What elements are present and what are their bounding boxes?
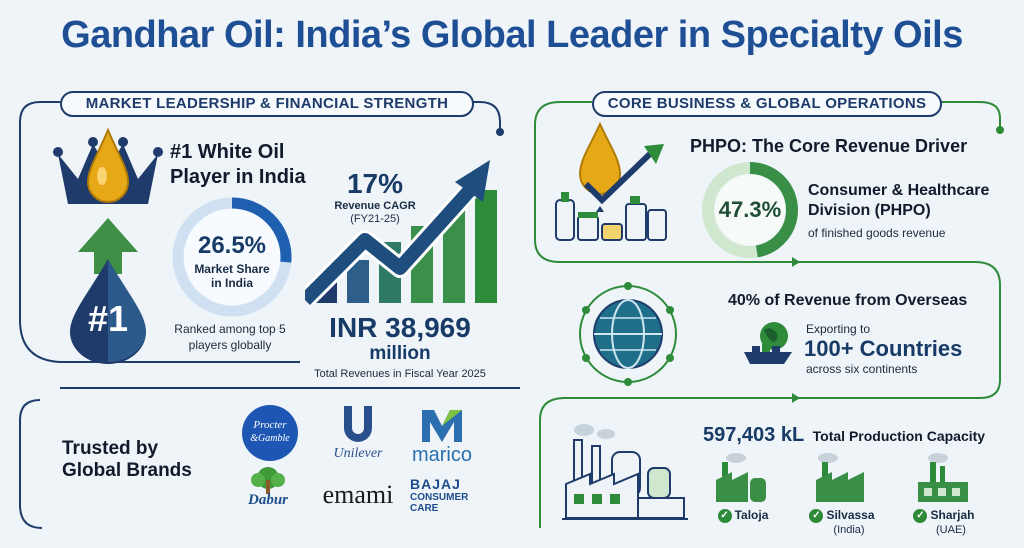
globe-network-icon (579, 282, 677, 386)
cagr-label: Revenue CAGR (334, 200, 416, 212)
revenue-unit: million (369, 343, 431, 364)
phpo-title: PHPO: The Core Revenue Driver (690, 136, 968, 156)
factory-icon (562, 424, 688, 520)
brand-logo-emami: emami (322, 480, 394, 509)
leader-title-line2: Player in India (170, 166, 306, 188)
bajaj-line2: CONSUMER (410, 492, 469, 503)
leader-title-line1: #1 White Oil (170, 141, 285, 163)
check-icon: ✓ (809, 508, 824, 523)
market-share-label-line2: in India (211, 276, 253, 290)
revenue-value: INR 38,969 (329, 312, 471, 343)
ranked-line1: Ranked among top 5 (174, 322, 286, 336)
ranked-line2: players globally (188, 338, 272, 352)
ship-globe-icon (744, 322, 792, 364)
brand-logo-marico: marico (411, 444, 472, 466)
number-one-badge: #1 (87, 298, 129, 339)
unilever-u-logo (344, 406, 372, 442)
plant-silvassa-sub: (India) (833, 524, 865, 536)
phpo-division-line2: Division (PHPO) (808, 202, 931, 219)
section-label-core: CORE BUSINESS & GLOBAL OPERATIONS (592, 91, 942, 117)
bajaj-line1: BAJAJ (410, 476, 461, 492)
brand-logo-dabur: Dabur (247, 492, 288, 508)
market-share-label-line1: Market Share (194, 262, 270, 276)
plant-sharjah-sub: (UAE) (936, 524, 966, 536)
continents-caption: across six continents (806, 362, 918, 376)
phpo-division-line1: Consumer & Healthcare (808, 182, 990, 199)
plant-taloja: ✓ Taloja (708, 508, 778, 523)
capacity-heading: 597,403 kL Total Production Capacity (703, 424, 985, 447)
marico-m-logo (422, 410, 462, 442)
trusted-line2: Global Brands (62, 460, 192, 481)
check-icon: ✓ (717, 508, 732, 523)
check-icon: ✓ (913, 508, 928, 523)
overseas-title: 40% of Revenue from Overseas (728, 292, 968, 309)
capacity-label: Total Production Capacity (812, 428, 986, 444)
brand-logo-bajaj: BAJAJ CONSUMER CARE (410, 476, 490, 514)
exporting-label: Exporting to (806, 322, 871, 336)
phpo-donut (702, 162, 798, 258)
countries-value: 100+ Countries (804, 336, 963, 361)
phpo-value: 47.3% (718, 197, 782, 222)
plant-sharjah: ✓ Sharjah (902, 508, 986, 523)
growth-arrow-chart (305, 160, 497, 305)
page-title: Gandhar Oil: India’s Global Leader in Sp… (61, 14, 963, 56)
dabur-tree-logo (251, 467, 285, 494)
plant-silvassa-icon (816, 453, 864, 502)
crown-drop-icon (53, 127, 163, 204)
market-share-value: 26.5% (197, 232, 267, 259)
plant-taloja-icon (716, 453, 766, 502)
cagr-period: (FY21-25) (350, 213, 400, 225)
number-one-drop-icon (70, 218, 146, 364)
brand-logo-unilever: Unilever (333, 446, 383, 461)
phpo-products-icon (555, 121, 667, 241)
brand-logo-procter-gamble: Procter &Gamble (242, 405, 298, 461)
plant-silvassa: ✓ Silvassa (800, 508, 884, 523)
phpo-caption: of finished goods revenue (808, 226, 946, 240)
trusted-line1: Trusted by (62, 438, 159, 459)
plant-sharjah-icon (918, 453, 968, 502)
cagr-value: 17% (346, 168, 404, 199)
section-label-market: MARKET LEADERSHIP & FINANCIAL STRENGTH (60, 91, 474, 117)
revenue-caption: Total Revenues in Fiscal Year 2025 (314, 368, 486, 380)
bajaj-line3: CARE (410, 503, 439, 514)
capacity-value: 597,403 kL (703, 424, 805, 446)
market-share-donut (172, 197, 292, 317)
